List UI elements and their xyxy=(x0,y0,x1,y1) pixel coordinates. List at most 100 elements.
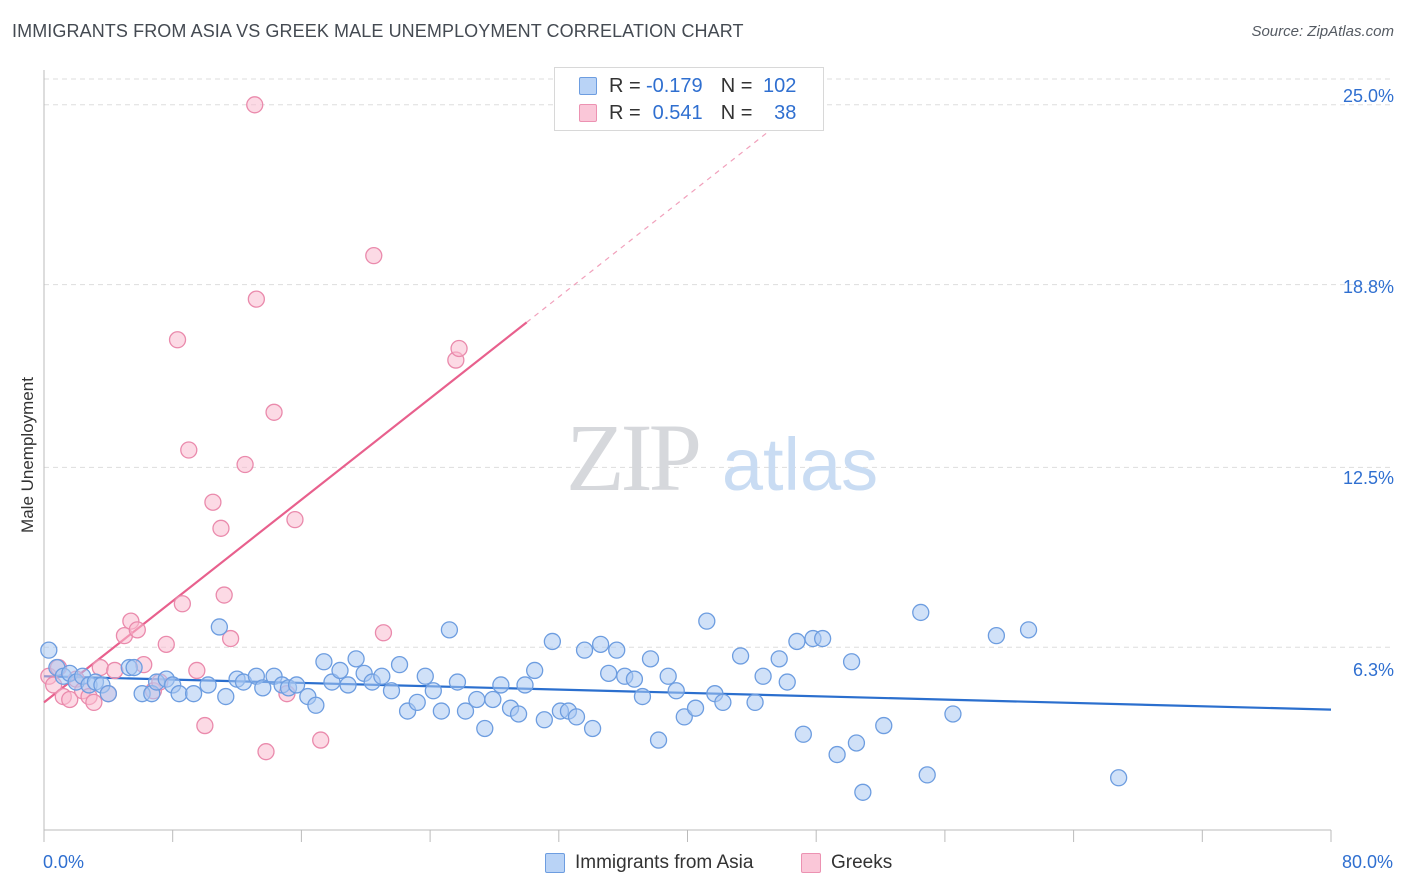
data-point-blue xyxy=(408,693,426,712)
legend-swatch-blue xyxy=(579,77,597,95)
watermark: ZIP atlas xyxy=(566,404,878,511)
trend-line-extension-pink xyxy=(526,118,785,323)
data-point-blue xyxy=(746,693,764,712)
data-point-blue xyxy=(307,696,325,714)
data-point-blue xyxy=(390,656,409,674)
data-point-blue xyxy=(854,783,872,801)
x-tick-label-max: 80.0% xyxy=(1341,852,1393,872)
legend-n-value: 38 xyxy=(774,101,797,124)
x-tick-label-min: 0.0% xyxy=(43,852,85,872)
data-point-blue xyxy=(1019,621,1038,639)
data-point-blue xyxy=(210,618,229,636)
data-point-blue xyxy=(731,647,750,665)
data-point-blue xyxy=(714,693,732,712)
data-point-pink xyxy=(257,743,275,761)
trend-line-pink xyxy=(43,321,528,704)
data-point-pink xyxy=(168,331,187,349)
data-point-blue xyxy=(1109,769,1128,787)
data-point-blue xyxy=(184,685,203,703)
watermark-atlas: atlas xyxy=(722,423,878,506)
data-point-blue xyxy=(416,667,434,685)
data-point-blue xyxy=(468,690,486,709)
data-point-pink xyxy=(246,96,264,114)
data-point-pink xyxy=(196,716,214,735)
data-point-pink xyxy=(106,661,124,680)
data-point-pink xyxy=(221,629,240,648)
data-point-blue xyxy=(583,719,602,738)
data-point-pink xyxy=(312,731,330,749)
data-point-pink xyxy=(157,635,175,654)
series-immigrants-from-asia xyxy=(40,603,1128,801)
data-point-blue xyxy=(813,629,832,648)
data-point-pink xyxy=(450,339,468,358)
data-point-blue xyxy=(484,690,502,709)
data-point-blue xyxy=(659,667,677,685)
data-point-blue xyxy=(170,685,188,703)
data-point-blue xyxy=(567,708,586,726)
data-point-blue xyxy=(912,603,930,622)
data-point-blue xyxy=(770,650,788,668)
data-point-blue xyxy=(754,667,772,685)
data-point-blue xyxy=(625,670,644,688)
stats-legend: R = -0.179 N = 102 R = 0.541 N = 38 xyxy=(554,67,824,131)
data-point-pink xyxy=(215,586,233,604)
data-point-blue xyxy=(476,719,494,738)
legend-row-greeks: R = 0.541 N = 38 xyxy=(579,100,796,126)
data-point-pink xyxy=(61,690,79,709)
data-point-pink xyxy=(286,510,304,529)
data-point-pink xyxy=(91,658,109,677)
data-point-blue xyxy=(535,711,553,729)
legend-r-value: -0.179 xyxy=(645,74,703,97)
grid-lines xyxy=(44,78,1392,648)
data-point-pink xyxy=(173,595,192,613)
axes xyxy=(43,70,1332,842)
data-point-pink xyxy=(204,493,222,511)
data-point-pink xyxy=(128,621,146,639)
data-point-blue xyxy=(347,650,365,668)
watermark-zip: ZIP xyxy=(566,404,699,511)
y-tick-label-18-8: 18.8% xyxy=(1342,277,1394,297)
data-point-blue xyxy=(600,664,618,683)
legend-row-immigrants-from-asia: R = -0.179 N = 102 xyxy=(579,73,796,99)
legend-n-value: 102 xyxy=(763,74,797,97)
data-point-blue xyxy=(526,661,544,680)
data-point-pink xyxy=(85,693,103,712)
data-point-pink xyxy=(365,246,383,265)
legend-r-label: R = xyxy=(609,74,641,97)
data-point-blue xyxy=(424,682,442,700)
y-tick-label-6-3: 6.3% xyxy=(1352,660,1394,680)
data-point-blue xyxy=(641,650,660,668)
data-point-blue xyxy=(649,731,668,749)
data-point-blue xyxy=(509,705,528,723)
data-point-blue xyxy=(686,699,705,717)
bottom-legend-swatch-pink xyxy=(801,853,821,873)
legend-n-label: N = xyxy=(720,74,753,97)
data-point-blue xyxy=(315,653,333,671)
chart-source: Source: ZipAtlas.com xyxy=(1251,23,1394,40)
data-point-blue xyxy=(828,745,846,764)
data-point-blue xyxy=(675,708,693,726)
data-point-blue xyxy=(633,687,652,706)
data-point-blue xyxy=(847,734,866,752)
bottom-legend-label: Immigrants from Asia xyxy=(575,852,754,873)
data-point-pink xyxy=(247,290,266,308)
data-point-blue xyxy=(432,702,451,720)
data-point-blue xyxy=(373,667,391,685)
data-point-pink xyxy=(374,624,393,642)
data-point-blue xyxy=(448,673,467,691)
bottom-legend-label: Greeks xyxy=(831,852,893,873)
data-point-blue xyxy=(331,661,349,680)
bottom-legend-immigrants-from-asia[interactable]: Immigrants from Asia xyxy=(545,852,753,874)
data-point-blue xyxy=(944,705,962,723)
legend-r-label: R = xyxy=(609,101,641,124)
data-point-blue xyxy=(339,676,357,694)
bottom-legend-greeks[interactable]: Greeks xyxy=(801,852,892,874)
legend-n-label: N = xyxy=(720,101,753,124)
data-point-blue xyxy=(40,641,58,659)
data-point-blue xyxy=(794,725,812,743)
data-point-blue xyxy=(543,632,562,651)
chart-title: IMMIGRANTS FROM ASIA VS GREEK MALE UNEMP… xyxy=(12,21,744,41)
y-tick-label-12-5: 12.5% xyxy=(1342,468,1394,488)
data-point-blue xyxy=(217,687,235,706)
